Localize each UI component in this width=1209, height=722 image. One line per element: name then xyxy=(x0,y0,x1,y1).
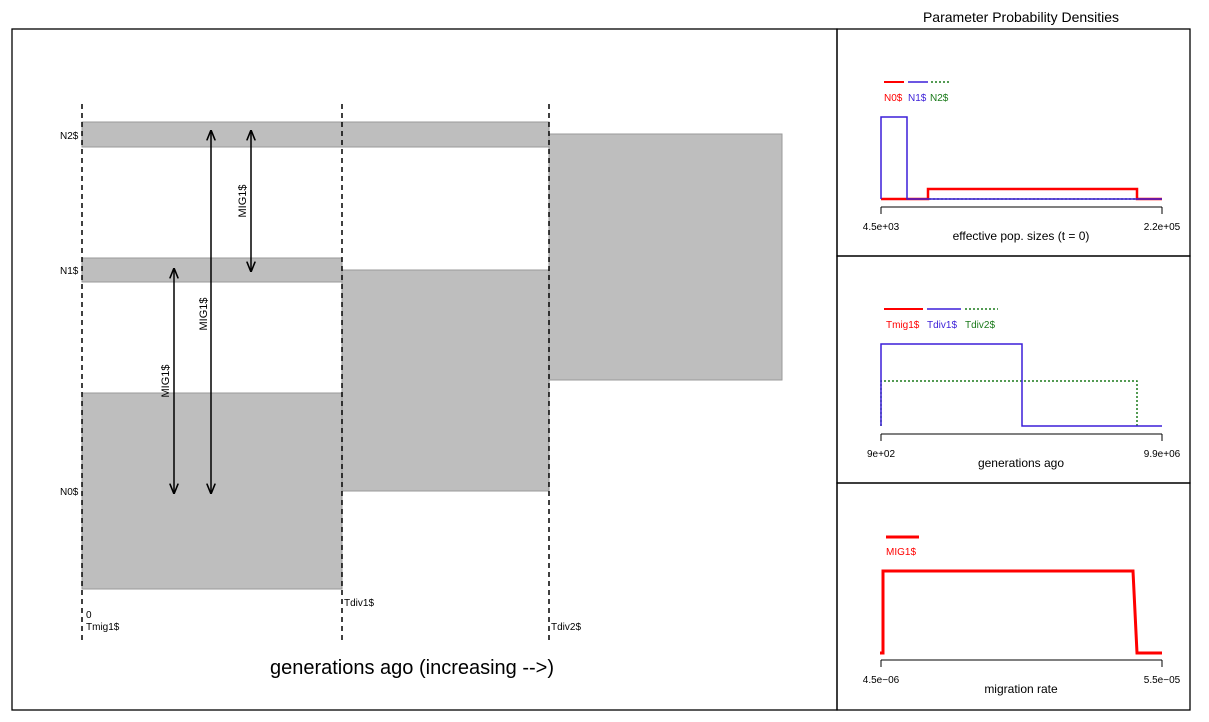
migration-label-a: MIG1$ xyxy=(160,364,172,397)
figure-title: Parameter Probability Densities xyxy=(923,9,1119,25)
time-label-tmig: Tmig1$ xyxy=(86,622,120,633)
x-axis-min-label: 9e+02 xyxy=(867,449,896,460)
x-axis-max-label: 9.9e+06 xyxy=(1144,449,1181,460)
time-label-zero: 0 xyxy=(86,610,92,621)
x-axis-title: effective pop. sizes (t = 0) xyxy=(953,229,1090,243)
x-axis-max-label: 5.5e−05 xyxy=(1144,675,1181,686)
time-label-tdiv1: Tdiv1$ xyxy=(344,598,374,609)
density-panel-pop-sizes: N0$ N1$ N2$ 4.5e+03 2.2e+05 effective po… xyxy=(836,28,1191,257)
pop-n0-block xyxy=(81,392,343,590)
density-panel-migration: MIG1$ 4.5e−06 5.5e−05 migration rate xyxy=(836,482,1191,711)
migration-label-c: MIG1$ xyxy=(237,184,249,217)
legend-label-n2: N2$ xyxy=(930,93,949,104)
panel-frame xyxy=(836,482,1191,711)
legend-label-mig1: MIG1$ xyxy=(886,547,916,558)
pop-ancestral1-block xyxy=(341,269,550,492)
legend-label-tdiv2: Tdiv2$ xyxy=(965,320,995,331)
population-diagram: MIG1$ MIG1$ MIG1$ N2$ N1$ N0$ 0 Tmig1$ T… xyxy=(11,28,838,711)
migration-label-b: MIG1$ xyxy=(198,297,210,330)
pop-label-n2: N2$ xyxy=(60,131,79,142)
density-curve-tdiv1 xyxy=(880,343,1162,427)
x-axis-min-label: 4.5e+03 xyxy=(863,222,900,233)
density-curve-n0 xyxy=(881,187,1162,201)
x-axis-max-label: 2.2e+05 xyxy=(1144,222,1181,233)
legend-label-n0: N0$ xyxy=(884,93,903,104)
time-label-tdiv2: Tdiv2$ xyxy=(551,622,581,633)
legend-label-tdiv1: Tdiv1$ xyxy=(927,320,957,331)
population-blocks xyxy=(81,121,783,590)
pop-label-n0: N0$ xyxy=(60,487,79,498)
legend-label-tmig1: Tmig1$ xyxy=(886,320,920,331)
legend-label-n1: N1$ xyxy=(908,93,927,104)
pop-label-n1: N1$ xyxy=(60,266,79,277)
x-axis-title: generations ago xyxy=(978,456,1064,470)
migration-arrows xyxy=(174,131,251,493)
x-axis-min-label: 4.5e−06 xyxy=(863,675,900,686)
density-curve-n1 xyxy=(880,116,1162,200)
pop-n1-block xyxy=(81,257,343,283)
density-curve-tdiv2 xyxy=(880,380,1138,426)
diagram-xlabel: generations ago (increasing -->) xyxy=(270,657,554,679)
pop-n2-block xyxy=(81,121,550,148)
density-panel-times: Tmig1$ Tdiv1$ Tdiv2$ 9e+02 9.9e+06 gener… xyxy=(836,255,1191,484)
pop-ancestral2-block xyxy=(548,133,783,381)
density-curve-mig1 xyxy=(880,569,1162,655)
x-axis-title: migration rate xyxy=(984,682,1058,696)
